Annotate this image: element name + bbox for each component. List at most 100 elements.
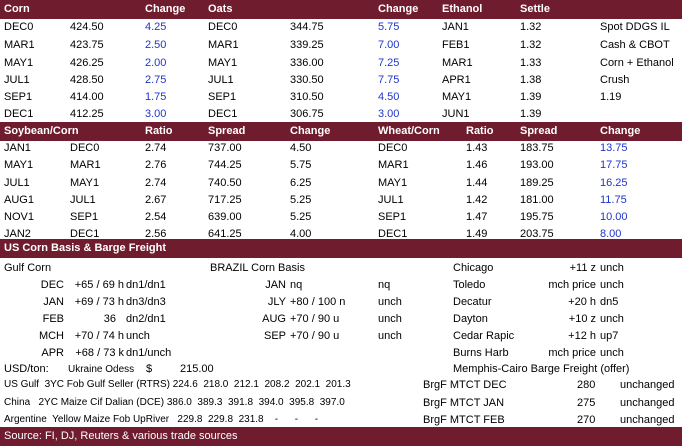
- interior-change: unch: [600, 347, 624, 359]
- fob-price-row: China 2YC Maize Cif Dalian (DCE) 386.0 3…: [4, 397, 345, 408]
- corn-month: MAR1: [70, 159, 101, 171]
- wheat-corn-ratio: 1.44: [466, 177, 488, 189]
- basis-freight-header-bar: [0, 239, 682, 258]
- ethanol-settle: 1.39: [520, 108, 542, 120]
- brazil-change: unch: [378, 330, 402, 342]
- oats-month: SEP1: [208, 91, 237, 103]
- soy-corn-spread: 737.00: [208, 142, 242, 154]
- corn-month: MAR1: [378, 159, 409, 171]
- interior-change: unch: [600, 313, 624, 325]
- wheat-corn-change: 10.00: [600, 211, 628, 223]
- brazil-change: nq: [378, 279, 391, 291]
- soy-corn-spread: 740.50: [208, 177, 242, 189]
- barge-change: unchanged: [620, 397, 675, 409]
- corn-change: 2.75: [145, 74, 167, 86]
- barge-value: 280: [577, 379, 596, 391]
- corn-price: 423.75: [70, 39, 104, 51]
- ddgs-note: Crush: [600, 74, 630, 86]
- oats-price: 330.50: [290, 74, 324, 86]
- ethanol-settle: 1.33: [520, 57, 542, 69]
- oats-change: 7.00: [378, 39, 400, 51]
- oats-change: 4.50: [378, 91, 400, 103]
- corn-month: DEC0: [4, 21, 34, 33]
- barge-contract: BrgF MTCT FEB: [423, 414, 505, 426]
- spread-header: Spread: [208, 125, 246, 137]
- oats-month: DEC0: [208, 21, 238, 33]
- fob-price-row: Argentine Yellow Maize Fob UpRiver 229.8…: [4, 414, 319, 425]
- ddgs-note: 1.19: [600, 91, 622, 103]
- spread-ratio-header-bar: [0, 122, 682, 141]
- wheat-corn-change: 13.75: [600, 142, 628, 154]
- corn-month: JUL1: [70, 194, 96, 206]
- ethanol-month: APR1: [442, 74, 471, 86]
- brazil-basis: nq: [290, 279, 303, 291]
- corn-change: 1.75: [145, 91, 167, 103]
- corn-month: SEP1: [378, 211, 407, 223]
- soybean-corn-header: Soybean/Corn: [4, 125, 79, 137]
- change-header: Change: [600, 125, 641, 137]
- brazil-basis: +80 / 100 n: [290, 296, 346, 308]
- ethanol-settle: 1.38: [520, 74, 542, 86]
- source-footer-bar: [0, 427, 682, 446]
- brazil-month: JAN: [265, 279, 286, 291]
- barge-contract: BrgF MTCT JAN: [423, 397, 505, 409]
- interior-change: up7: [600, 330, 619, 342]
- oats-change: 7.25: [378, 57, 400, 69]
- brazil-basis: +70 / 90 u: [290, 313, 340, 325]
- oats-month: JUL1: [208, 74, 234, 86]
- corn-price: 426.25: [70, 57, 104, 69]
- ethanol-header: Ethanol: [442, 3, 483, 15]
- wheat-corn-change: 17.75: [600, 159, 628, 171]
- gulf-change: dn2/dn1: [126, 313, 166, 325]
- interior-basis: +11 z: [569, 262, 596, 274]
- interior-basis: mch price: [548, 347, 596, 359]
- gulf-change: dn1/dn1: [126, 279, 166, 291]
- wheat-corn-spread: 181.00: [520, 194, 554, 206]
- brazil-month: AUG: [262, 313, 286, 325]
- gulf-basis: +70 / 74 h: [74, 330, 124, 342]
- soy-corn-ratio: 2.76: [145, 159, 167, 171]
- soy-corn-spread: 639.00: [208, 211, 242, 223]
- ratio-header: Ratio: [466, 125, 494, 137]
- corn-change-header: Change: [145, 3, 186, 15]
- interior-basis: mch price: [548, 279, 596, 291]
- corn-month: DEC1: [378, 228, 408, 240]
- ukraine-value: 215.00: [180, 363, 214, 375]
- brazil-basis: +70 / 90 u: [290, 330, 340, 342]
- gulf-change: dn3/dn3: [126, 296, 166, 308]
- corn-month: SEP1: [4, 91, 33, 103]
- soy-month: JAN1: [4, 142, 31, 154]
- soy-corn-change: 5.25: [290, 194, 312, 206]
- corn-month: MAY1: [378, 177, 408, 189]
- interior-change: dn5: [600, 296, 619, 308]
- wheat-corn-ratio: 1.49: [466, 228, 488, 240]
- barge-value: 275: [577, 397, 596, 409]
- oats-change: 5.75: [378, 21, 400, 33]
- corn-price: 428.50: [70, 74, 104, 86]
- oats-header: Oats: [208, 3, 233, 15]
- interior-location: Decatur: [453, 296, 492, 308]
- corn-header: Corn: [4, 3, 30, 15]
- interior-change: unch: [600, 262, 624, 274]
- wheat-corn-header: Wheat/Corn: [378, 125, 440, 137]
- usd-ton-label: USD/ton:: [4, 363, 49, 375]
- oats-price: 310.50: [290, 91, 324, 103]
- corn-month: MAY1: [4, 57, 34, 69]
- corn-month: MAY1: [70, 177, 100, 189]
- basis-freight-title: US Corn Basis & Barge Freight: [4, 242, 166, 254]
- corn-month: DEC0: [70, 142, 100, 154]
- ethanol-month: JAN1: [442, 21, 469, 33]
- soy-month: JUL1: [4, 177, 30, 189]
- ethanol-month: JUN1: [442, 108, 470, 120]
- barge-change: unchanged: [620, 414, 675, 426]
- spread-header: Spread: [520, 125, 558, 137]
- ethanol-month: MAR1: [442, 57, 473, 69]
- ddgs-note: Spot DDGS IL: [600, 21, 670, 33]
- wheat-corn-change: 11.75: [600, 194, 627, 206]
- interior-location: Chicago: [453, 262, 494, 274]
- oats-price: 306.75: [290, 108, 324, 120]
- corn-month: MAR1: [4, 39, 35, 51]
- oats-month: DEC1: [208, 108, 238, 120]
- oats-price: 344.75: [290, 21, 324, 33]
